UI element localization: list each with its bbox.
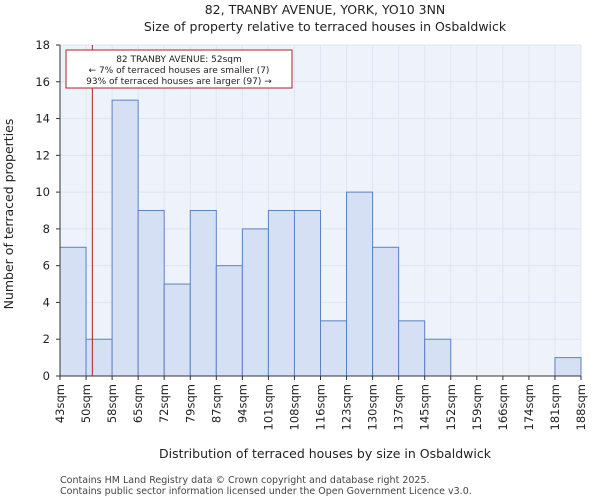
x-tick-label: 79sqm (183, 384, 197, 423)
bar (241, 228, 269, 377)
annotation-box: 82 TRANBY AVENUE: 52sqm ← 7% of terraced… (65, 49, 293, 89)
bar (398, 320, 426, 377)
y-tick-label: 16 (35, 75, 50, 89)
x-tick-label: 101sqm (261, 384, 275, 430)
bar (137, 210, 165, 377)
bar (189, 210, 217, 377)
bar (215, 265, 243, 377)
chart-subtitle: Size of property relative to terraced ho… (144, 19, 507, 34)
annotation-line-1: 82 TRANBY AVENUE: 52sqm (116, 55, 242, 65)
x-tick-label: 72sqm (157, 384, 171, 423)
x-tick-label: 123sqm (340, 384, 354, 430)
annotation-border (65, 49, 293, 89)
bar (372, 246, 400, 377)
footer-line-2: Contains public sector information licen… (60, 486, 472, 497)
x-tick-label: 94sqm (235, 384, 249, 423)
x-tick-label: 116sqm (314, 384, 328, 430)
x-tick-label: 130sqm (366, 384, 380, 430)
x-tick-label: 152sqm (444, 384, 458, 430)
x-tick-label: 58sqm (105, 384, 119, 423)
x-tick-label: 159sqm (470, 384, 484, 430)
x-tick-label: 65sqm (131, 384, 145, 423)
x-tick-label: 188sqm (574, 384, 588, 430)
annotation-line-2: ← 7% of terraced houses are smaller (7) (89, 66, 270, 76)
x-axis-ticks: 43sqm 50sqm 58sqm 65sqm 72sqm 79sqm 87sqm 94sqm… (53, 376, 588, 430)
y-axis-label: Number of terraced properties (1, 119, 16, 310)
bar (293, 210, 322, 377)
bar (85, 338, 113, 377)
bar (424, 338, 452, 377)
bar (346, 191, 374, 377)
y-tick-label: 10 (35, 185, 50, 199)
annotation-line-3: 93% of terraced houses are larger (97) → (86, 77, 272, 87)
x-tick-label: 50sqm (79, 384, 93, 423)
x-tick-label: 137sqm (392, 384, 406, 430)
y-tick-label: 4 (43, 295, 50, 309)
y-tick-label: 6 (43, 259, 50, 273)
y-axis-ticks: 0 2 4 6 8 10 12 14 16 18 (35, 38, 60, 383)
bar (111, 99, 139, 377)
y-tick-label: 8 (43, 222, 50, 236)
x-tick-label: 108sqm (287, 384, 301, 430)
y-tick-label: 0 (43, 369, 50, 383)
x-tick-label: 87sqm (209, 384, 223, 423)
x-tick-label: 145sqm (418, 384, 432, 430)
x-tick-label: 181sqm (548, 384, 562, 430)
bar (320, 320, 348, 377)
y-tick-label: 18 (35, 38, 50, 52)
footer-line-1: Contains HM Land Registry data © Crown c… (60, 475, 430, 486)
x-tick-label: 166sqm (496, 384, 510, 430)
bar (163, 283, 191, 377)
bar (554, 357, 582, 377)
bar (59, 246, 87, 377)
bars (59, 99, 582, 377)
x-tick-label: 43sqm (53, 384, 67, 423)
y-tick-label: 2 (43, 332, 50, 346)
x-axis-label: Distribution of terraced houses by size … (159, 446, 492, 461)
chart-title: 82, TRANBY AVENUE, YORK, YO10 3NN (205, 2, 446, 17)
x-tick-label: 174sqm (522, 384, 536, 430)
y-tick-label: 14 (35, 112, 50, 126)
bar (267, 210, 295, 377)
y-tick-label: 12 (35, 148, 50, 162)
